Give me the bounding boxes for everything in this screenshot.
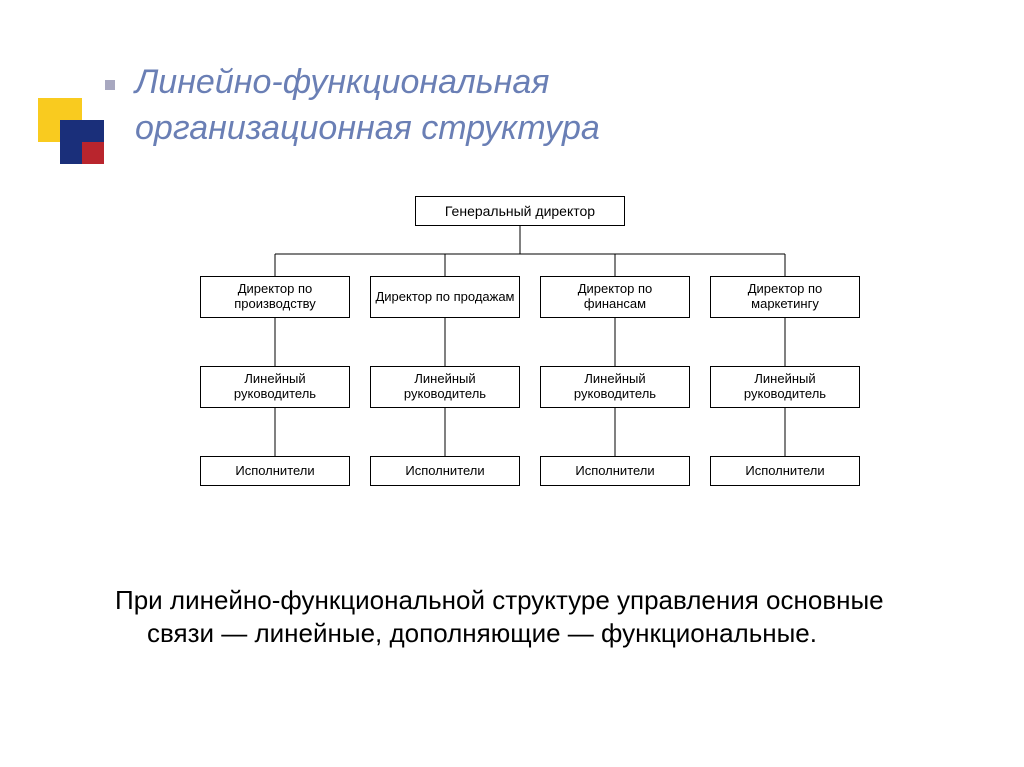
node-exec-3: Исполнители xyxy=(710,456,860,486)
slide-title-text: Линейно-функциональная организационная с… xyxy=(135,63,600,147)
slide-caption: При линейно-функциональной структуре упр… xyxy=(115,584,915,651)
node-director-0: Директор по производству xyxy=(200,276,350,318)
node-lead-2: Линейный руководитель xyxy=(540,366,690,408)
node-exec-1: Исполнители xyxy=(370,456,520,486)
slide-title: Линейно-функциональная организационная с… xyxy=(135,60,835,152)
node-root: Генеральный директор xyxy=(415,196,625,226)
node-lead-1: Линейный руководитель xyxy=(370,366,520,408)
slide-caption-text: При линейно-функциональной структуре упр… xyxy=(115,584,915,651)
slide: Линейно-функциональная организационная с… xyxy=(0,0,1024,767)
node-lead-3: Линейный руководитель xyxy=(710,366,860,408)
node-director-2: Директор по финансам xyxy=(540,276,690,318)
org-chart: Генеральный директор Директор по производ… xyxy=(200,196,880,536)
node-exec-2: Исполнители xyxy=(540,456,690,486)
title-bullet-icon xyxy=(105,80,115,90)
node-director-3: Директор по маркетингу xyxy=(710,276,860,318)
deco-square-red xyxy=(82,142,104,164)
node-lead-0: Линейный руководитель xyxy=(200,366,350,408)
node-director-1: Директор по продажам xyxy=(370,276,520,318)
node-exec-0: Исполнители xyxy=(200,456,350,486)
